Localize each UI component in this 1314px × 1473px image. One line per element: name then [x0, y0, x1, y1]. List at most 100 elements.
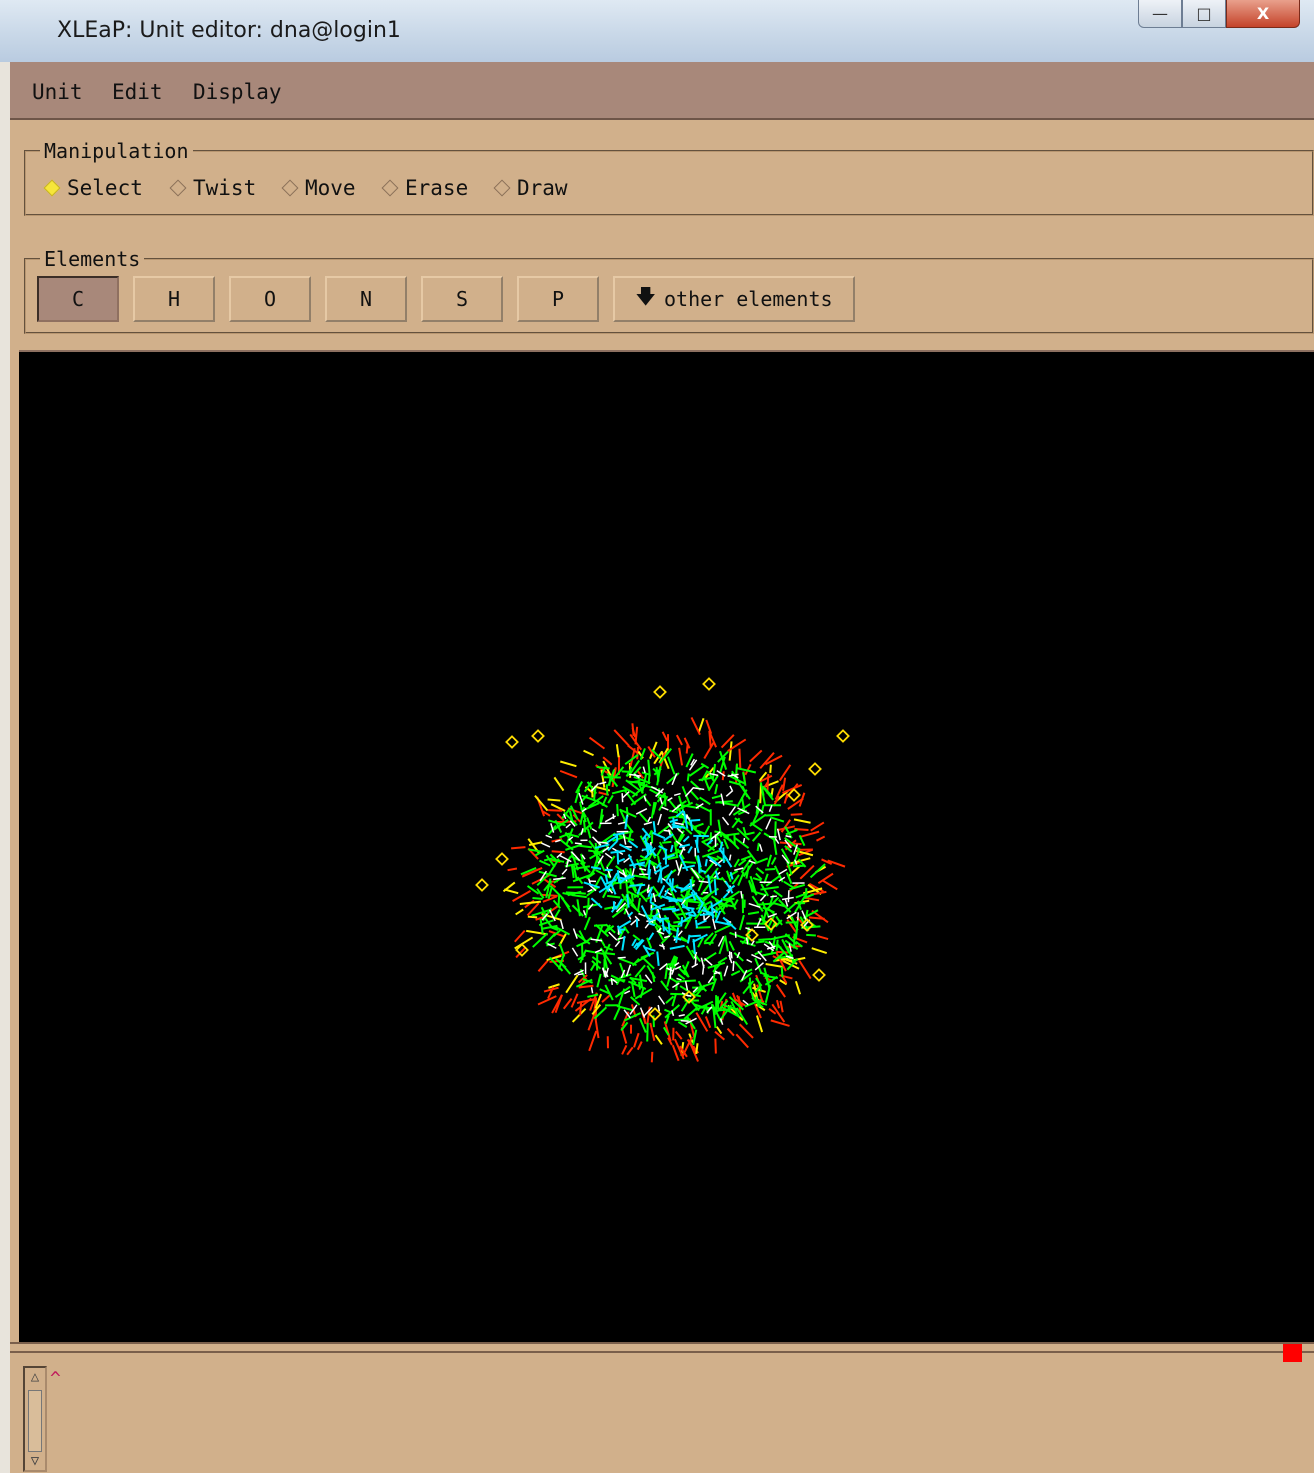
other-elements-button[interactable]: 🡇 other elements — [613, 276, 855, 322]
bond — [784, 839, 792, 849]
window-title-bar[interactable]: XLEaP: Unit editor: dna@login1 — □ X — [0, 0, 1314, 62]
bond — [638, 912, 646, 917]
bond — [637, 891, 648, 903]
bond — [573, 969, 584, 976]
bond — [714, 899, 726, 915]
element-button-o[interactable]: O — [229, 276, 311, 322]
bond — [764, 940, 782, 949]
bond — [569, 820, 576, 827]
bond — [714, 1030, 726, 1041]
scroll-up-icon[interactable]: △ — [30, 1369, 40, 1385]
menu-display[interactable]: Display — [193, 80, 282, 104]
bond — [682, 811, 689, 829]
bond — [655, 788, 665, 798]
bond — [548, 909, 556, 922]
element-button-n[interactable]: N — [325, 276, 407, 322]
bond — [794, 920, 799, 940]
bond — [709, 859, 717, 865]
bond — [707, 874, 712, 893]
bond — [804, 896, 820, 902]
close-button[interactable]: X — [1226, 0, 1300, 28]
bond — [778, 764, 792, 782]
sash-handle[interactable] — [1283, 1344, 1302, 1362]
bond — [587, 1011, 597, 1031]
bond — [650, 786, 664, 794]
bond — [701, 964, 705, 975]
radio-erase[interactable]: Erase — [381, 176, 468, 200]
bond — [586, 886, 599, 897]
bond — [729, 871, 734, 880]
bond — [810, 821, 825, 832]
bond — [723, 838, 730, 850]
diamond-icon — [505, 735, 519, 749]
bond — [742, 861, 754, 878]
bond — [694, 919, 699, 929]
bond — [673, 792, 681, 797]
bond — [607, 894, 621, 899]
bond — [718, 937, 726, 955]
bond — [689, 878, 693, 890]
bond — [766, 854, 773, 867]
bond — [515, 946, 527, 959]
bond — [586, 817, 593, 830]
scroll-thumb[interactable] — [28, 1390, 42, 1452]
bond — [737, 807, 750, 815]
diamond-icon — [653, 685, 667, 699]
bond — [656, 951, 660, 966]
bond — [593, 1006, 608, 1020]
radio-draw[interactable]: Draw — [493, 176, 568, 200]
bond — [703, 741, 715, 760]
bond — [559, 769, 578, 779]
bond — [601, 994, 611, 1003]
element-button-s[interactable]: S — [421, 276, 503, 322]
menu-unit[interactable]: Unit — [32, 80, 83, 104]
bond — [599, 988, 611, 995]
bond — [534, 849, 545, 857]
bond — [792, 864, 805, 868]
bond — [548, 983, 560, 989]
bond — [660, 980, 669, 991]
bond — [771, 1003, 786, 1023]
bond — [551, 994, 563, 1014]
bond — [684, 981, 689, 991]
pane-divider[interactable] — [10, 1342, 1314, 1364]
bond — [736, 767, 757, 774]
command-console[interactable]: △ ▽ ^ — [10, 1364, 1314, 1473]
bond — [735, 1033, 749, 1049]
radio-move[interactable]: Move — [281, 176, 356, 200]
element-button-h[interactable]: H — [133, 276, 215, 322]
bond — [662, 840, 672, 844]
menu-edit[interactable]: Edit — [112, 80, 163, 104]
bond — [650, 801, 656, 819]
bond — [735, 1007, 749, 1026]
bond — [708, 933, 718, 946]
bond — [720, 898, 733, 903]
scroll-down-icon[interactable]: ▽ — [30, 1453, 40, 1469]
bond — [695, 984, 706, 997]
radio-twist[interactable]: Twist — [169, 176, 256, 200]
bond — [712, 918, 717, 930]
bond — [703, 957, 713, 966]
bond — [778, 876, 786, 882]
bond — [526, 885, 540, 895]
bond — [695, 1012, 709, 1032]
bond — [680, 882, 692, 893]
bond — [617, 821, 626, 825]
maximize-button[interactable]: □ — [1182, 0, 1226, 28]
console-scrollbar[interactable]: △ ▽ — [23, 1366, 47, 1472]
molecule-viewport[interactable] — [19, 350, 1314, 1342]
element-button-c[interactable]: C — [37, 276, 119, 322]
bond — [542, 895, 558, 903]
element-button-p[interactable]: P — [517, 276, 599, 322]
close-icon: X — [1256, 4, 1270, 23]
bond — [620, 969, 626, 979]
bond — [713, 879, 717, 896]
minimize-button[interactable]: — — [1138, 0, 1182, 28]
bond — [742, 980, 755, 995]
bond — [587, 888, 593, 893]
bond — [611, 907, 626, 919]
bond — [675, 927, 680, 943]
bond — [774, 821, 777, 842]
radio-select[interactable]: Select — [43, 176, 143, 200]
bond — [604, 967, 609, 978]
